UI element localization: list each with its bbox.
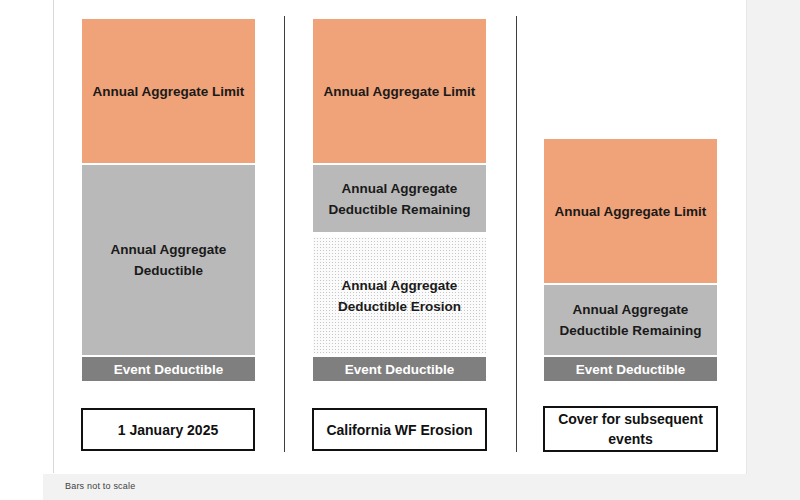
footnote-text: Bars not to scale xyxy=(65,481,135,491)
segment-event-deductible: Event Deductible xyxy=(544,357,717,381)
segment-annual-aggregate-deductible-erosion: Annual Aggregate Deductible Erosion xyxy=(313,237,486,354)
segment-annual-aggregate-deductible-remaining: Annual Aggregate Deductible Remaining xyxy=(313,165,486,232)
left-border-rule xyxy=(53,0,54,473)
segment-annual-aggregate-limit: Annual Aggregate Limit xyxy=(544,139,717,283)
right-margin-band xyxy=(746,0,800,500)
column-divider-1 xyxy=(284,16,285,452)
column-divider-2 xyxy=(516,16,517,452)
segment-annual-aggregate-deductible-remaining: Annual Aggregate Deductible Remaining xyxy=(544,285,717,355)
segment-event-deductible: Event Deductible xyxy=(313,357,486,381)
caption-california-wf-erosion: California WF Erosion xyxy=(312,408,487,451)
caption-cover-for-subsequent-events: Cover for subsequent events xyxy=(543,406,718,452)
segment-annual-aggregate-limit: Annual Aggregate Limit xyxy=(82,19,255,163)
segment-annual-aggregate-deductible: Annual Aggregate Deductible xyxy=(82,165,255,355)
footnote-band: Bars not to scale xyxy=(43,474,800,500)
caption-1-january-2025: 1 January 2025 xyxy=(81,408,255,451)
segment-event-deductible: Event Deductible xyxy=(82,357,255,381)
deductible-erosion-diagram: Annual Aggregate Limit Annual Aggregate … xyxy=(0,0,800,500)
segment-annual-aggregate-limit: Annual Aggregate Limit xyxy=(313,19,486,163)
